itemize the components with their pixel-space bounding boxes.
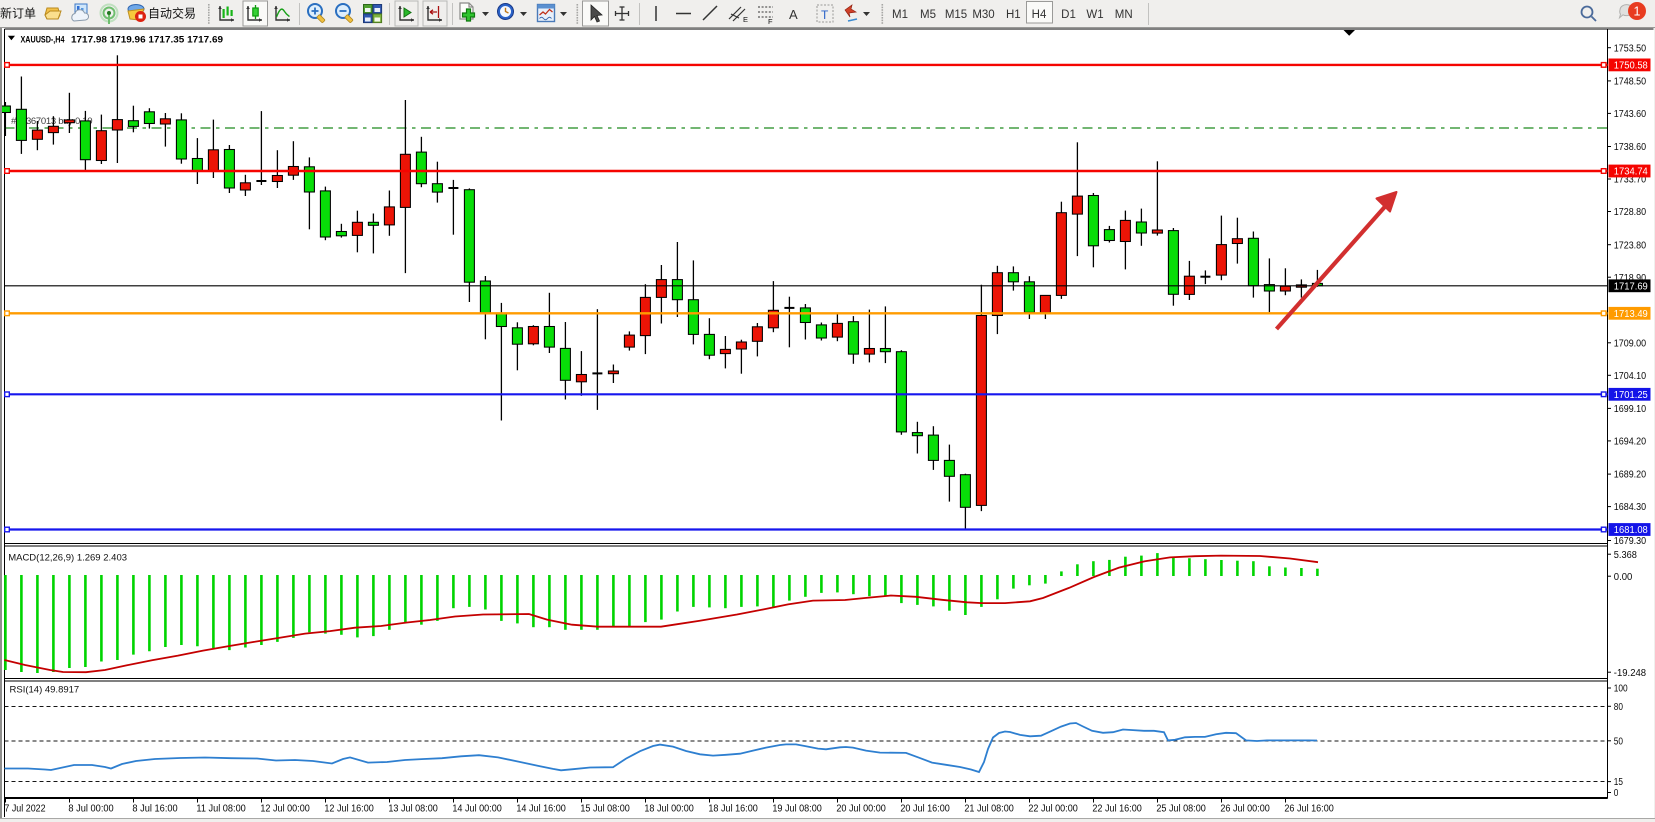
svg-text:XAUUSD-,H4: XAUUSD-,H4	[21, 35, 66, 46]
svg-text:8 Jul 16:00: 8 Jul 16:00	[132, 803, 178, 814]
svg-text:1: 1	[1634, 5, 1641, 19]
svg-text:M1: M1	[892, 9, 908, 21]
svg-text:80: 80	[1614, 702, 1624, 713]
svg-text:自动交易: 自动交易	[148, 6, 196, 21]
svg-text:5.368: 5.368	[1614, 550, 1637, 561]
svg-text:50: 50	[1614, 736, 1624, 747]
svg-text:1733.70: 1733.70	[1614, 175, 1647, 186]
svg-text:18 Jul 00:00: 18 Jul 00:00	[644, 803, 694, 814]
svg-text:1723.80: 1723.80	[1614, 240, 1647, 251]
svg-text:H4: H4	[1032, 9, 1047, 21]
svg-text:A: A	[789, 7, 798, 22]
svg-text:D1: D1	[1061, 9, 1076, 21]
svg-text:18 Jul 16:00: 18 Jul 16:00	[708, 803, 758, 814]
svg-text:M5: M5	[920, 9, 936, 21]
svg-text:T: T	[821, 8, 829, 22]
svg-text:0: 0	[1614, 788, 1619, 799]
svg-text:26 Jul 16:00: 26 Jul 16:00	[1284, 803, 1334, 814]
svg-text:8 Jul 00:00: 8 Jul 00:00	[68, 803, 114, 814]
svg-text:1704.10: 1704.10	[1614, 371, 1647, 382]
svg-text:M15: M15	[945, 9, 967, 21]
svg-text:1753.50: 1753.50	[1614, 43, 1647, 54]
svg-text:1743.60: 1743.60	[1614, 109, 1647, 120]
svg-text:19 Jul 08:00: 19 Jul 08:00	[772, 803, 822, 814]
svg-text:W1: W1	[1086, 9, 1103, 21]
svg-text:1681.08: 1681.08	[1614, 525, 1648, 536]
svg-text:15: 15	[1614, 777, 1624, 788]
svg-text:20 Jul 00:00: 20 Jul 00:00	[836, 803, 886, 814]
svg-text:E: E	[743, 15, 748, 24]
svg-text:1684.30: 1684.30	[1614, 502, 1647, 513]
svg-text:22 Jul 16:00: 22 Jul 16:00	[1092, 803, 1142, 814]
svg-text:11 Jul 08:00: 11 Jul 08:00	[196, 803, 246, 814]
svg-text:新订单: 新订单	[0, 6, 36, 21]
svg-text:20 Jul 16:00: 20 Jul 16:00	[900, 803, 950, 814]
svg-text:1728.80: 1728.80	[1614, 207, 1647, 218]
svg-text:1748.50: 1748.50	[1614, 77, 1647, 88]
svg-text:#36367013 buy 0.10: #36367013 buy 0.10	[11, 116, 92, 127]
svg-text:1717.69: 1717.69	[1614, 282, 1648, 293]
svg-text:22 Jul 00:00: 22 Jul 00:00	[1028, 803, 1078, 814]
svg-text:14 Jul 00:00: 14 Jul 00:00	[452, 803, 502, 814]
svg-text:1699.10: 1699.10	[1614, 404, 1647, 415]
svg-text:14 Jul 16:00: 14 Jul 16:00	[516, 803, 566, 814]
svg-text:M30: M30	[972, 9, 994, 21]
svg-text:12 Jul 16:00: 12 Jul 16:00	[324, 803, 374, 814]
svg-text:100: 100	[1614, 684, 1628, 695]
svg-text:25 Jul 08:00: 25 Jul 08:00	[1156, 803, 1206, 814]
svg-text:13 Jul 08:00: 13 Jul 08:00	[388, 803, 438, 814]
svg-text:1689.20: 1689.20	[1614, 470, 1647, 481]
svg-text:H1: H1	[1006, 9, 1021, 21]
svg-text:1718.90: 1718.90	[1614, 273, 1647, 284]
svg-text:15 Jul 08:00: 15 Jul 08:00	[580, 803, 630, 814]
svg-text:1713.49: 1713.49	[1614, 309, 1648, 320]
svg-text:RSI(14) 49.8917: RSI(14) 49.8917	[10, 685, 80, 696]
svg-text:1694.20: 1694.20	[1614, 437, 1647, 448]
svg-text:26 Jul 00:00: 26 Jul 00:00	[1220, 803, 1270, 814]
svg-text:-19.248: -19.248	[1614, 668, 1647, 679]
svg-text:21 Jul 08:00: 21 Jul 08:00	[964, 803, 1014, 814]
svg-text:1750.58: 1750.58	[1614, 61, 1648, 72]
svg-text:1738.60: 1738.60	[1614, 142, 1647, 153]
svg-text:1679.30: 1679.30	[1614, 536, 1647, 547]
svg-text:MN: MN	[1115, 9, 1133, 21]
svg-text:F: F	[768, 17, 773, 26]
svg-text:1701.25: 1701.25	[1614, 390, 1648, 401]
svg-text:12 Jul 00:00: 12 Jul 00:00	[260, 803, 310, 814]
svg-text:0.00: 0.00	[1614, 572, 1633, 583]
svg-text:1709.00: 1709.00	[1614, 338, 1647, 349]
svg-text:1734.74: 1734.74	[1614, 167, 1648, 178]
svg-text:MACD(12,26,9) 1.269 2.403: MACD(12,26,9) 1.269 2.403	[8, 553, 127, 564]
svg-text:7 Jul 2022: 7 Jul 2022	[4, 803, 45, 814]
svg-text:1717.98 1719.96 1717.35 1717.6: 1717.98 1719.96 1717.35 1717.69	[71, 35, 223, 46]
